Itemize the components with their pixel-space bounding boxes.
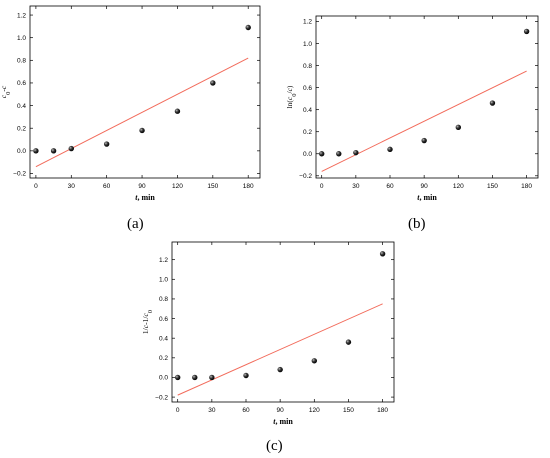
data-point: [336, 151, 342, 157]
x-tick-label: 0: [176, 407, 180, 414]
data-point: [139, 127, 145, 134]
panel-label-b: (b): [408, 216, 426, 232]
panel-label-a: (a): [127, 216, 144, 232]
x-tick-label: 90: [421, 183, 429, 190]
x-tick-label: 90: [138, 183, 146, 190]
data-point: [245, 24, 251, 31]
data-point: [387, 146, 393, 153]
y-tick-label: 0.2: [159, 355, 168, 362]
x-tick-label: 0: [320, 183, 324, 190]
y-tick-label: 1.0: [17, 35, 26, 42]
x-tick-label: 0: [34, 183, 38, 190]
y-tick-label: 1.2: [159, 257, 168, 264]
data-point: [50, 148, 57, 154]
y-tick-label: 0.8: [17, 58, 26, 65]
plot-frame-b: [315, 15, 539, 179]
y-tick-label: 0.8: [159, 296, 168, 303]
x-tick-label: 180: [521, 183, 532, 190]
y-axis-label: ln(c0/c): [285, 85, 298, 108]
y-axis-label: c0-c: [0, 85, 12, 98]
y-tick-label: 0.6: [17, 80, 26, 87]
chart-a: 0 30 60 90 120 150 180 −0.2 0.0 0.2 0.4 0.6 0.8 1.0 1.…: [0, 5, 261, 202]
x-tick-label: 60: [103, 183, 111, 190]
y-tick-label: −0.2: [13, 171, 26, 178]
data-point: [353, 149, 359, 156]
y-axis-label: 1/c-1/c0: [141, 310, 154, 334]
y-tick-label: −0.2: [155, 394, 168, 401]
data-point: [174, 108, 181, 114]
y-tick-label: 0.0: [303, 151, 312, 158]
x-axis-label: t, min: [135, 193, 155, 202]
plot-frame-c: [171, 241, 395, 403]
data-point: [345, 339, 352, 345]
data-point: [174, 374, 181, 381]
data-point: [210, 80, 216, 86]
y-tick-label: 0.4: [159, 335, 168, 342]
y-tick-label: 0.6: [303, 85, 312, 92]
x-axis-label: t, min: [417, 193, 437, 202]
x-tick-label: 180: [243, 183, 254, 190]
x-tick-label: 120: [453, 183, 464, 190]
y-tick-label: 1.0: [303, 41, 312, 48]
data-point: [455, 124, 462, 131]
y-tick-label: 0.6: [159, 316, 168, 323]
x-tick-label: 30: [208, 407, 216, 414]
data-point: [33, 148, 39, 154]
y-tick-label: 0.4: [303, 107, 312, 114]
data-point: [318, 151, 325, 157]
plot-frame-a: [29, 5, 261, 179]
x-tick-label: 120: [309, 407, 320, 414]
fit-line: [177, 303, 383, 396]
chart-c: 0 30 60 90 120 150 180 −0.2 0.0 0.2 0.4 0.6 0.8 1.0 1.…: [141, 241, 395, 426]
data-point: [103, 141, 110, 147]
data-point: [311, 358, 318, 364]
x-tick-label: 90: [277, 407, 285, 414]
data-point: [523, 28, 530, 35]
y-tick-label: 0.4: [17, 103, 26, 110]
y-tick-label: 0.2: [17, 125, 26, 132]
y-tick-label: 0.2: [303, 129, 312, 136]
x-tick-label: 60: [242, 407, 250, 414]
data-point: [421, 137, 427, 144]
y-tick-label: −0.2: [299, 173, 312, 180]
x-tick-label: 60: [386, 183, 394, 190]
y-tick-label: 1.2: [17, 12, 26, 19]
data-point: [243, 372, 249, 379]
x-tick-label: 180: [377, 407, 388, 414]
fit-line: [35, 57, 249, 168]
y-tick-label: 0.0: [159, 375, 168, 382]
data-point: [68, 145, 74, 152]
y-tick-label: 1.2: [303, 19, 312, 26]
data-point: [379, 251, 386, 257]
data-point: [277, 366, 283, 373]
x-tick-label: 30: [352, 183, 360, 190]
fit-line: [321, 70, 527, 172]
x-tick-label: 30: [68, 183, 76, 190]
chart-b: 0 30 60 90 120 150 180 −0.2 0.0 0.2 0.4 0.6 0.8 1.0 1.…: [285, 15, 539, 202]
y-tick-label: 0.0: [17, 148, 26, 155]
panel-label-c: (c): [266, 438, 283, 454]
data-point: [489, 100, 496, 106]
data-point: [192, 374, 198, 381]
x-tick-label: 150: [343, 407, 354, 414]
y-tick-label: 1.0: [159, 277, 168, 284]
x-tick-label: 150: [487, 183, 498, 190]
x-tick-label: 120: [172, 183, 183, 190]
data-point: [209, 374, 215, 381]
x-axis-label: t, min: [273, 417, 293, 426]
y-tick-label: 0.8: [303, 63, 312, 70]
x-tick-label: 150: [207, 183, 218, 190]
